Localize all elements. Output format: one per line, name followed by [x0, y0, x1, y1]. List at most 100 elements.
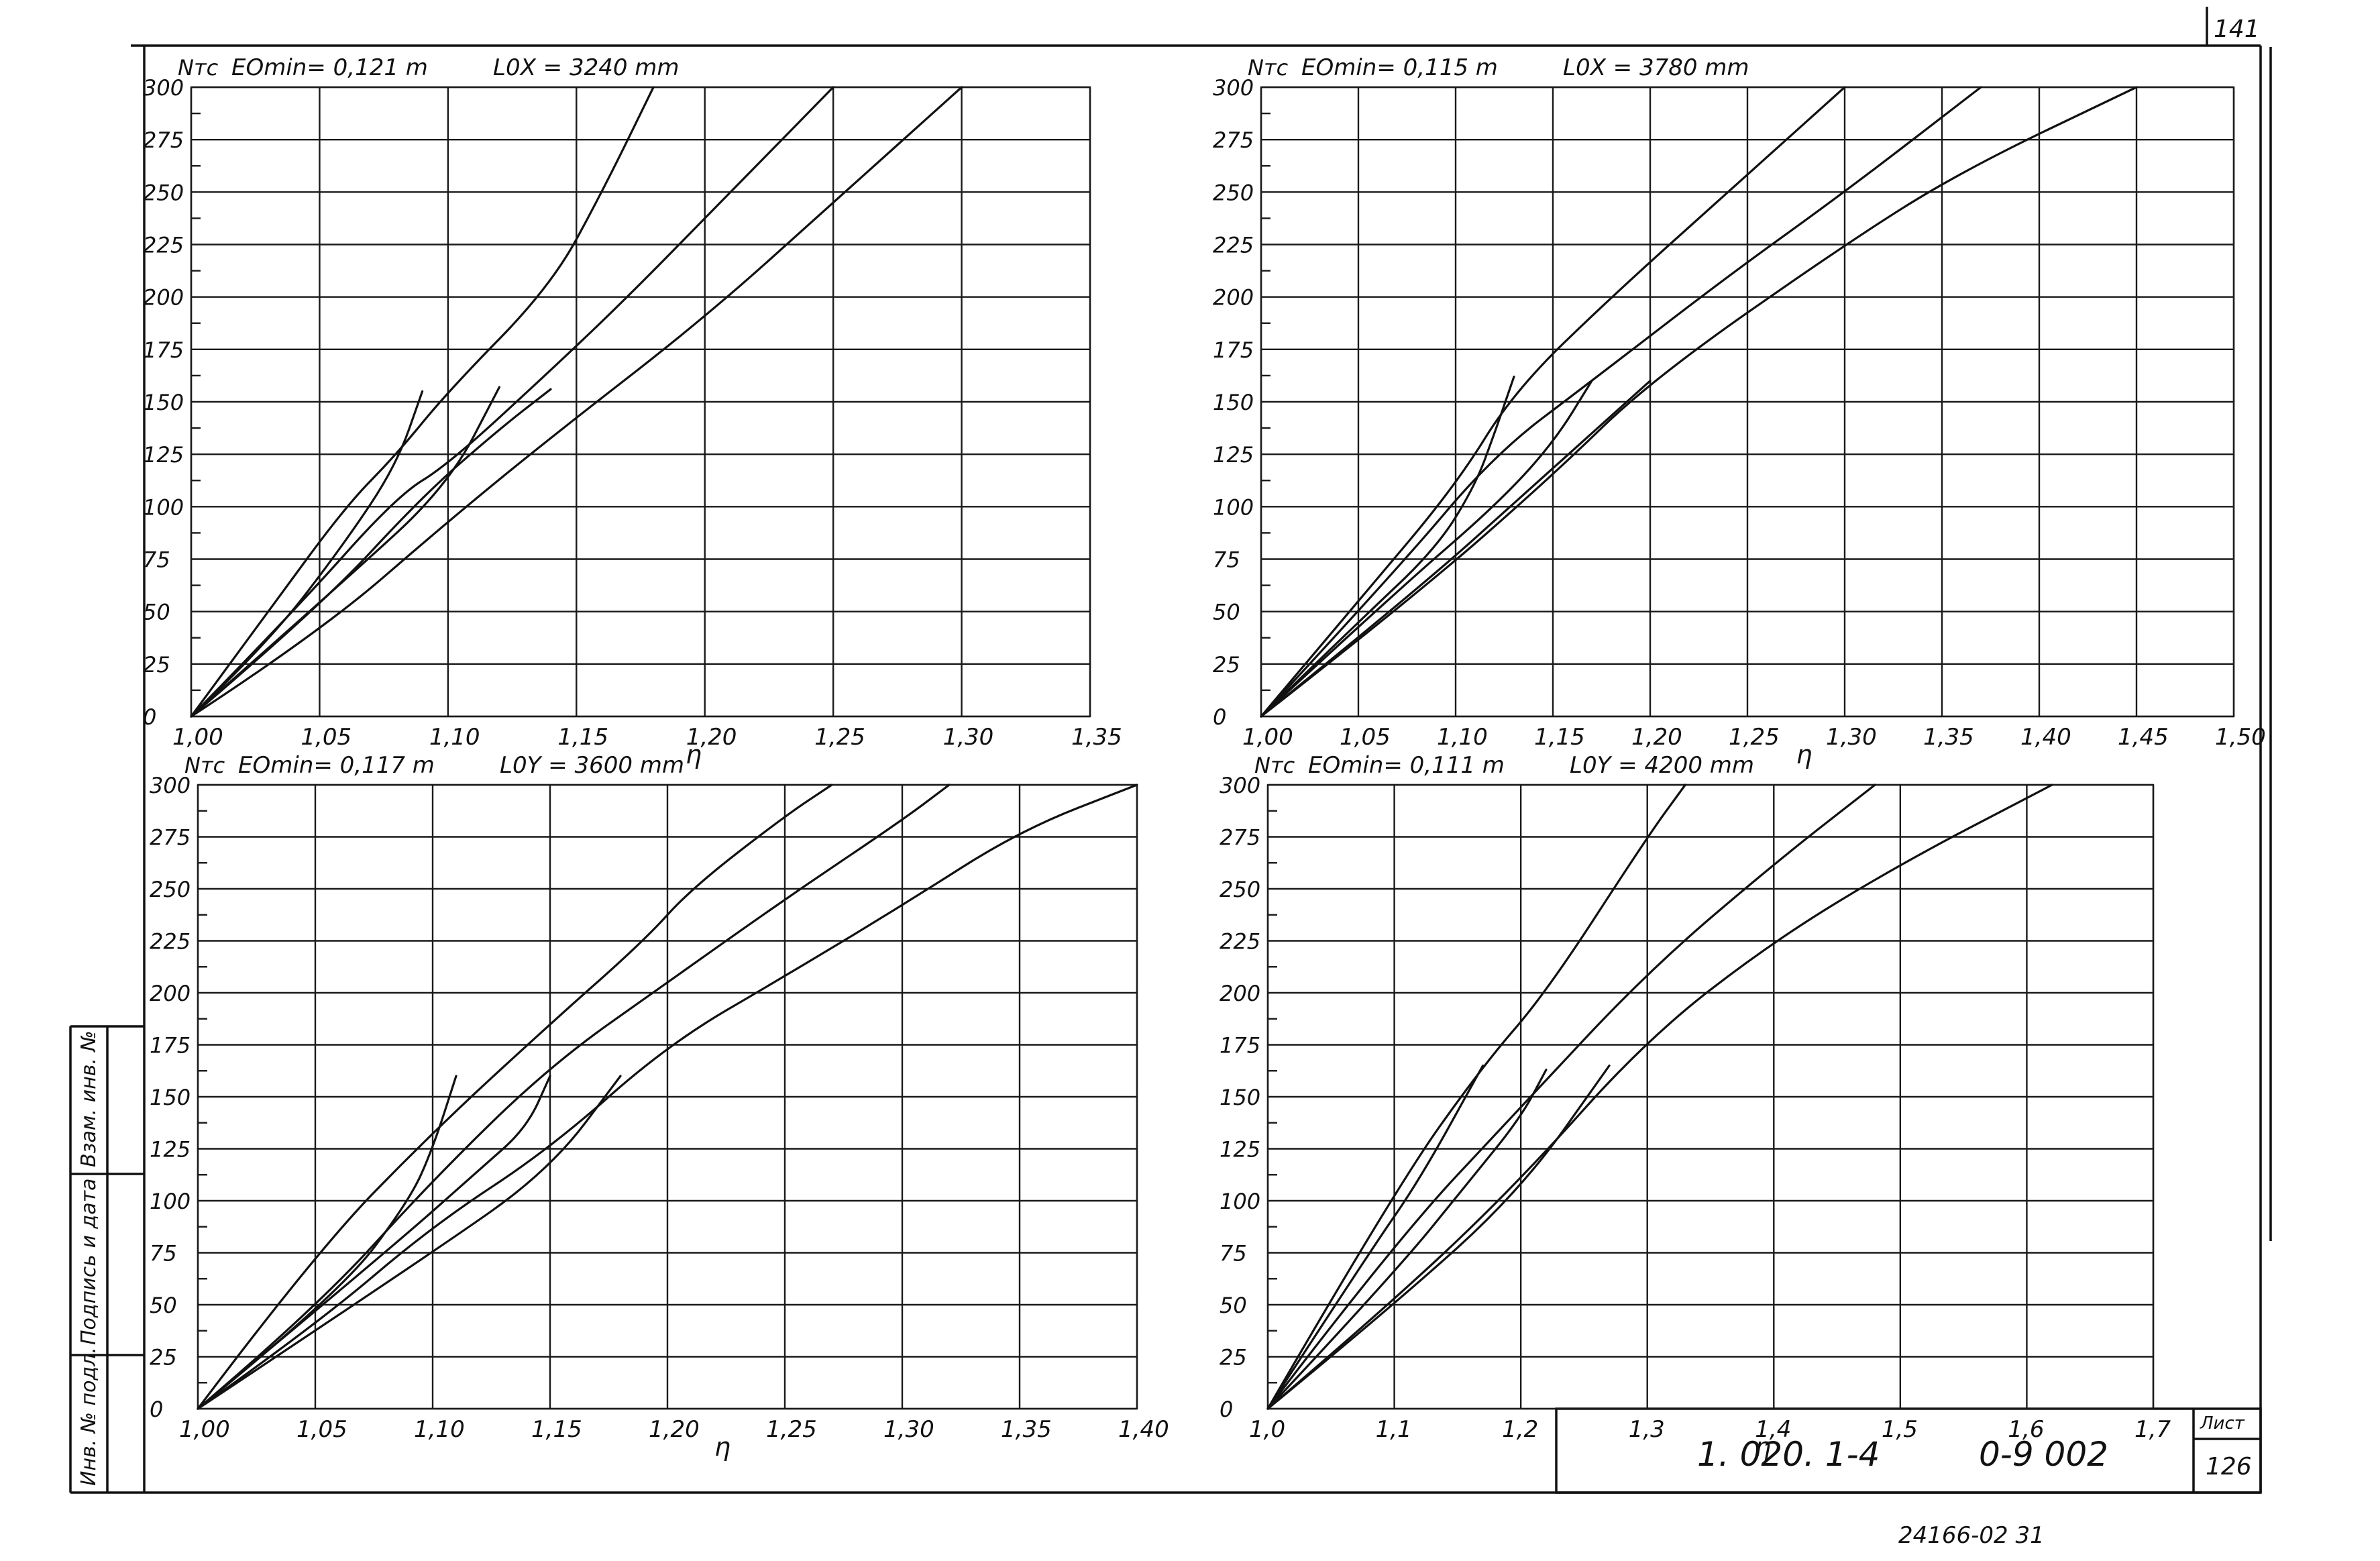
- y-tick-label: 50: [143, 600, 170, 625]
- series-line-3: [197, 784, 1138, 1410]
- x-axis-label: η: [1796, 740, 1813, 769]
- y-tick-label: 25: [1213, 652, 1240, 678]
- y-axis-label: Nтс: [1248, 55, 1289, 80]
- y-tick-label: 275: [1220, 825, 1260, 851]
- x-tick-label: 1,25: [814, 724, 865, 751]
- x-tick-label: 1,50: [2215, 724, 2266, 751]
- sidebar-stamp: Инв. № подл. Подпись и дата Взам. инв. №: [69, 1025, 144, 1493]
- series-line-6: [197, 1075, 622, 1410]
- series-line-2: [197, 784, 951, 1410]
- sidebar-label-inv: Инв. № подл.: [77, 1347, 101, 1486]
- x-tick-label: 1,1: [1376, 1416, 1412, 1443]
- y-tick-label: 100: [1220, 1189, 1260, 1214]
- x-tick-label: 1,40: [2020, 724, 2071, 751]
- y-tick-label: 175: [143, 337, 184, 363]
- y-tick-label: 50: [1220, 1293, 1247, 1318]
- series-line-5: [1260, 380, 1593, 718]
- y-tick-label: 300: [1220, 773, 1260, 798]
- y-tick-label: 175: [1220, 1033, 1260, 1059]
- series-line-1: [190, 86, 655, 718]
- y-tick-label: 175: [150, 1033, 191, 1059]
- x-tick-label: 1,05: [1340, 724, 1391, 751]
- y-tick-label: 75: [1213, 547, 1240, 573]
- chart-bottom-left: 1,00 1,05 1,10 1,15 1,20 1,25 1,30 1,35 1,40 0 25 5…: [150, 752, 1169, 1462]
- x-tick-label: 1,10: [429, 724, 480, 751]
- chart-param-emin: EОmin= 0,117 m: [238, 752, 435, 779]
- title-list-number: 126: [2206, 1453, 2252, 1481]
- series-line-2: [190, 86, 834, 718]
- series-line-5: [190, 386, 500, 718]
- sidebar-label-replace: Взам. инв. №: [77, 1030, 101, 1167]
- x-tick-label: 1,15: [1534, 724, 1585, 751]
- y-tick-label: 250: [1220, 877, 1260, 902]
- y-tick-label: 125: [150, 1137, 191, 1163]
- x-tick-label: 1,00: [1242, 724, 1293, 751]
- series-line-4: [1260, 375, 1515, 718]
- y-tick-label: 150: [150, 1085, 191, 1110]
- x-tick-label: 1,10: [1437, 724, 1488, 751]
- series-line-6: [190, 388, 552, 718]
- y-tick-label: 225: [143, 233, 184, 258]
- x-tick-label: 1,05: [301, 724, 351, 751]
- series-line-3: [1260, 86, 2138, 718]
- sheet-number: 141: [2214, 15, 2260, 43]
- y-tick-label: 0: [143, 704, 156, 730]
- x-tick-label: 1,35: [1923, 724, 1974, 751]
- x-tick-label: 1,35: [1071, 724, 1122, 751]
- y-tick-label: 150: [1213, 390, 1254, 415]
- y-tick-label: 225: [150, 929, 191, 955]
- y-axis-label: Nтс: [1254, 753, 1295, 778]
- x-tick-label: 1,40: [1118, 1416, 1169, 1443]
- x-axis-label: η: [686, 740, 702, 769]
- x-tick-label: 1,45: [2118, 724, 2169, 751]
- chart-param-emin: EОmin= 0,111 m: [1308, 752, 1505, 779]
- x-tick-label: 1,25: [1729, 724, 1780, 751]
- y-tick-label: 175: [1213, 337, 1254, 363]
- y-axis-label: Nтс: [184, 753, 225, 778]
- series-line-2: [1260, 86, 1982, 718]
- x-tick-label: 1,15: [557, 724, 608, 751]
- chart-top-right: 1,00 1,05 1,10 1,15 1,20 1,25 1,30 1,35 1,40 1,45…: [1213, 54, 2266, 769]
- x-tick-label: 1,05: [296, 1416, 347, 1443]
- x-tick-label: 1,25: [766, 1416, 817, 1443]
- y-axis-label: Nтс: [178, 55, 219, 80]
- y-tick-label: 25: [1220, 1345, 1247, 1370]
- y-tick-label: 50: [150, 1293, 177, 1318]
- y-tick-label: 25: [150, 1345, 177, 1370]
- chart-param-length: L0Y = 4200 mm: [1570, 752, 1754, 779]
- y-tick-label: 275: [150, 825, 191, 851]
- series-line-5: [197, 1075, 551, 1410]
- chart-param-emin: EОmin= 0,121 m: [231, 54, 428, 81]
- series-line-5: [1266, 1069, 1548, 1410]
- y-tick-label: 275: [143, 127, 184, 153]
- series-line-2: [1266, 784, 1876, 1410]
- chart-param-emin: EОmin= 0,115 m: [1301, 54, 1498, 81]
- x-axis-label: η: [1755, 1432, 1771, 1462]
- y-tick-label: 300: [1213, 75, 1254, 101]
- series-line-4: [1266, 1064, 1484, 1410]
- x-tick-label: 1,00: [179, 1416, 230, 1443]
- y-tick-label: 300: [143, 75, 184, 101]
- y-tick-label: 200: [143, 285, 184, 311]
- y-tick-label: 225: [1213, 233, 1254, 258]
- y-tick-label: 75: [1220, 1241, 1247, 1267]
- x-tick-label: 1,0: [1249, 1416, 1285, 1443]
- y-tick-label: 125: [1213, 442, 1254, 468]
- series-line-3: [1266, 784, 2053, 1410]
- x-tick-label: 1,15: [531, 1416, 582, 1443]
- x-tick-label: 1,30: [883, 1416, 934, 1443]
- title-doc-sheet: 0-9 002: [1979, 1435, 2108, 1474]
- y-tick-label: 150: [1220, 1085, 1260, 1110]
- x-tick-label: 1,20: [649, 1416, 700, 1443]
- y-tick-label: 75: [143, 547, 170, 573]
- x-tick-label: 1,30: [943, 724, 994, 751]
- x-tick-label: 1,5: [1882, 1416, 1918, 1443]
- sidebar-label-sign: Подпись и дата: [77, 1179, 101, 1346]
- y-tick-label: 25: [143, 652, 170, 678]
- y-tick-label: 250: [150, 877, 191, 902]
- series-line-1: [1260, 86, 1846, 718]
- y-tick-label: 125: [1220, 1137, 1260, 1163]
- series-line-6: [1266, 1064, 1611, 1410]
- archive-note: 24166-02 31: [1898, 1522, 2045, 1549]
